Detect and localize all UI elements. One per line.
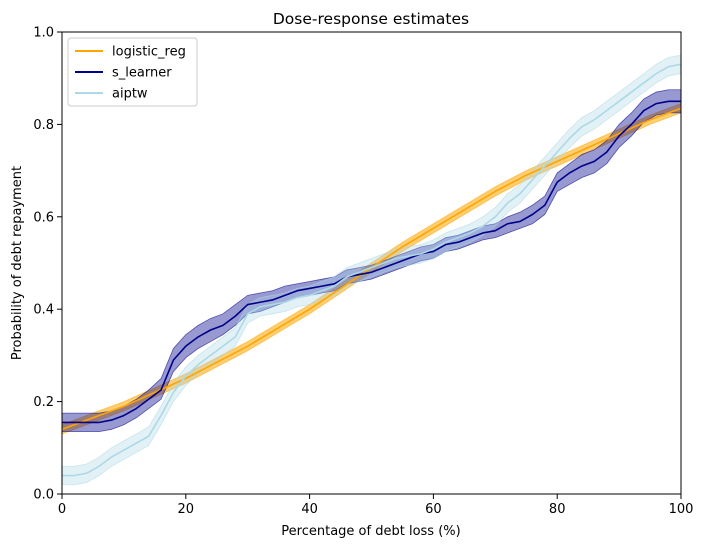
- legend-label: logistic_reg: [112, 45, 186, 60]
- y-tick-label: 0.8: [33, 118, 54, 133]
- y-axis-title: Probability of debt repayment: [10, 166, 25, 360]
- y-axis-ticks: 0.0 0.2 0.4 0.6 0.8 1.0: [33, 26, 62, 503]
- y-tick-label: 0.4: [33, 303, 54, 318]
- band-s-learner: [62, 89, 681, 433]
- chart-title: Dose-response estimates: [273, 10, 469, 28]
- x-axis-title: Percentage of debt loss (%): [281, 524, 460, 539]
- x-tick-label: 80: [549, 502, 566, 517]
- legend-box: [67, 37, 198, 107]
- y-tick-label: 0.2: [33, 395, 54, 410]
- plot-area: [61, 31, 682, 495]
- y-tick-label: 0.0: [33, 488, 54, 503]
- x-tick-label: 0: [58, 502, 66, 517]
- band-aiptw: [62, 54, 681, 486]
- x-tick-label: 60: [425, 502, 442, 517]
- line-aiptw: [62, 63, 681, 477]
- y-tick-label: 1.0: [33, 26, 54, 41]
- x-axis-ticks: 0 20 40 60 80 100: [58, 494, 694, 517]
- plot-frame: [61, 31, 682, 495]
- confidence-bands: [62, 54, 681, 486]
- series-lines: [62, 63, 681, 477]
- x-tick-label: 20: [178, 502, 195, 517]
- legend-label: aiptw: [112, 87, 148, 102]
- line-s-learner: [62, 100, 681, 424]
- band-logistic-reg: [62, 103, 681, 435]
- legend-label: s_learner: [112, 66, 172, 81]
- x-tick-label: 40: [301, 502, 318, 517]
- x-tick-label: 100: [669, 502, 694, 517]
- y-tick-label: 0.6: [33, 210, 54, 225]
